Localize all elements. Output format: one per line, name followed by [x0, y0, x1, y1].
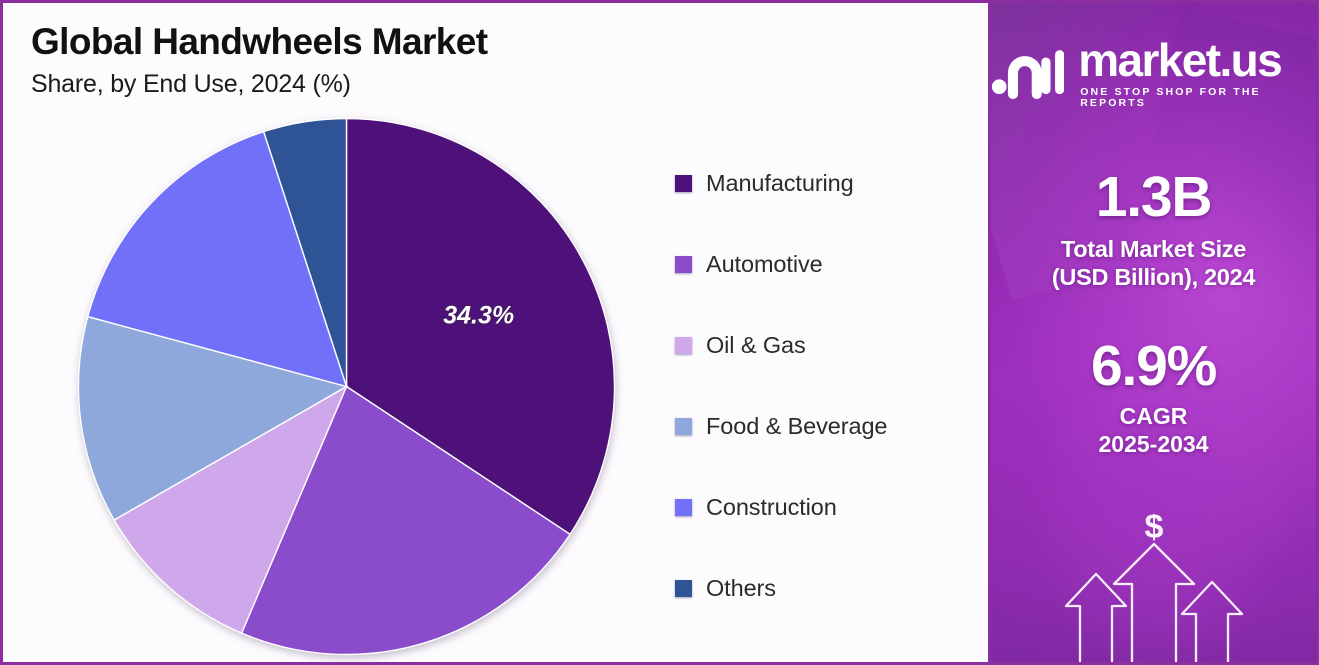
pie-slice-label-manufacturing: 34.3% [443, 301, 514, 329]
market-us-logo-icon [991, 49, 1065, 99]
dollar-sign-icon: $ [1144, 514, 1163, 546]
growth-arrows-graphic: $ [991, 514, 1316, 662]
stat-value: 6.9% [1090, 334, 1217, 399]
stat-cagr: 6.9% CAGR 2025-2034 [991, 334, 1316, 458]
page-title: Global Handwheels Market [31, 21, 488, 62]
pie-slice[interactable] [113, 384, 348, 635]
legend-label: Manufacturing [706, 170, 854, 196]
stat-caption-line-2: 2025-2034 [1098, 431, 1209, 458]
stat-caption-line-1: Total Market Size [1060, 235, 1247, 262]
legend-swatch-icon [675, 337, 692, 354]
brand-panel: market.us ONE STOP SHOP FOR THE REPORTS … [991, 3, 1316, 662]
brand-tagline: ONE STOP SHOP FOR THE REPORTS [1080, 86, 1261, 109]
brand-logo[interactable]: market.us ONE STOP SHOP FOR THE REPORTS [991, 37, 1316, 108]
legend-label: Food & Beverage [706, 413, 888, 439]
pie-chart-svg: 34.3% [77, 117, 616, 656]
legend-item-construction[interactable]: Construction [675, 467, 887, 548]
title-block: Global Handwheels Market Share, by End U… [31, 21, 488, 99]
stat-caption-line-1: CAGR [1119, 403, 1188, 430]
legend-item-automotive[interactable]: Automotive [675, 224, 887, 305]
legend-swatch-icon [675, 580, 692, 597]
pie-slice-group [77, 117, 616, 656]
pie-slice[interactable] [240, 385, 572, 656]
stat-value: 1.3B [1095, 165, 1213, 229]
legend-swatch-icon [675, 418, 692, 435]
pie-slice[interactable] [86, 130, 348, 388]
legend-item-others[interactable]: Others [675, 548, 887, 629]
growth-arrows-with-dollar-icon: $ [1064, 514, 1243, 662]
legend-label: Others [706, 575, 776, 601]
pie-slice[interactable] [262, 117, 348, 387]
brand-name: market.us [1078, 34, 1283, 86]
chart-panel: Global Handwheels Market Share, by End U… [3, 3, 991, 662]
legend-swatch-icon [675, 175, 692, 192]
stat-caption-line-2: (USD Billion), 2024 [1051, 264, 1256, 291]
brand-logo-text: market.us ONE STOP SHOP FOR THE REPORTS [1078, 37, 1316, 108]
legend-item-oil-and-gas[interactable]: Oil & Gas [675, 305, 887, 386]
legend-label: Oil & Gas [706, 332, 806, 358]
chart-legend: Manufacturing Automotive Oil & Gas Food … [675, 143, 888, 629]
legend-item-manufacturing[interactable]: Manufacturing [675, 143, 887, 224]
legend-label: Automotive [706, 251, 823, 277]
legend-item-food-and-beverage[interactable]: Food & Beverage [675, 386, 888, 467]
pie-slice[interactable] [77, 315, 349, 521]
page-subtitle: Share, by End Use, 2024 (%) [31, 69, 351, 98]
pie-chart: 34.3% [75, 115, 618, 658]
stat-total-market-size: 1.3B Total Market Size (USD Billion), 20… [991, 165, 1316, 291]
stats-block: 1.3B Total Market Size (USD Billion), 20… [991, 165, 1316, 458]
legend-swatch-icon [675, 256, 692, 273]
legend-label: Construction [706, 494, 837, 520]
legend-swatch-icon [675, 499, 692, 516]
